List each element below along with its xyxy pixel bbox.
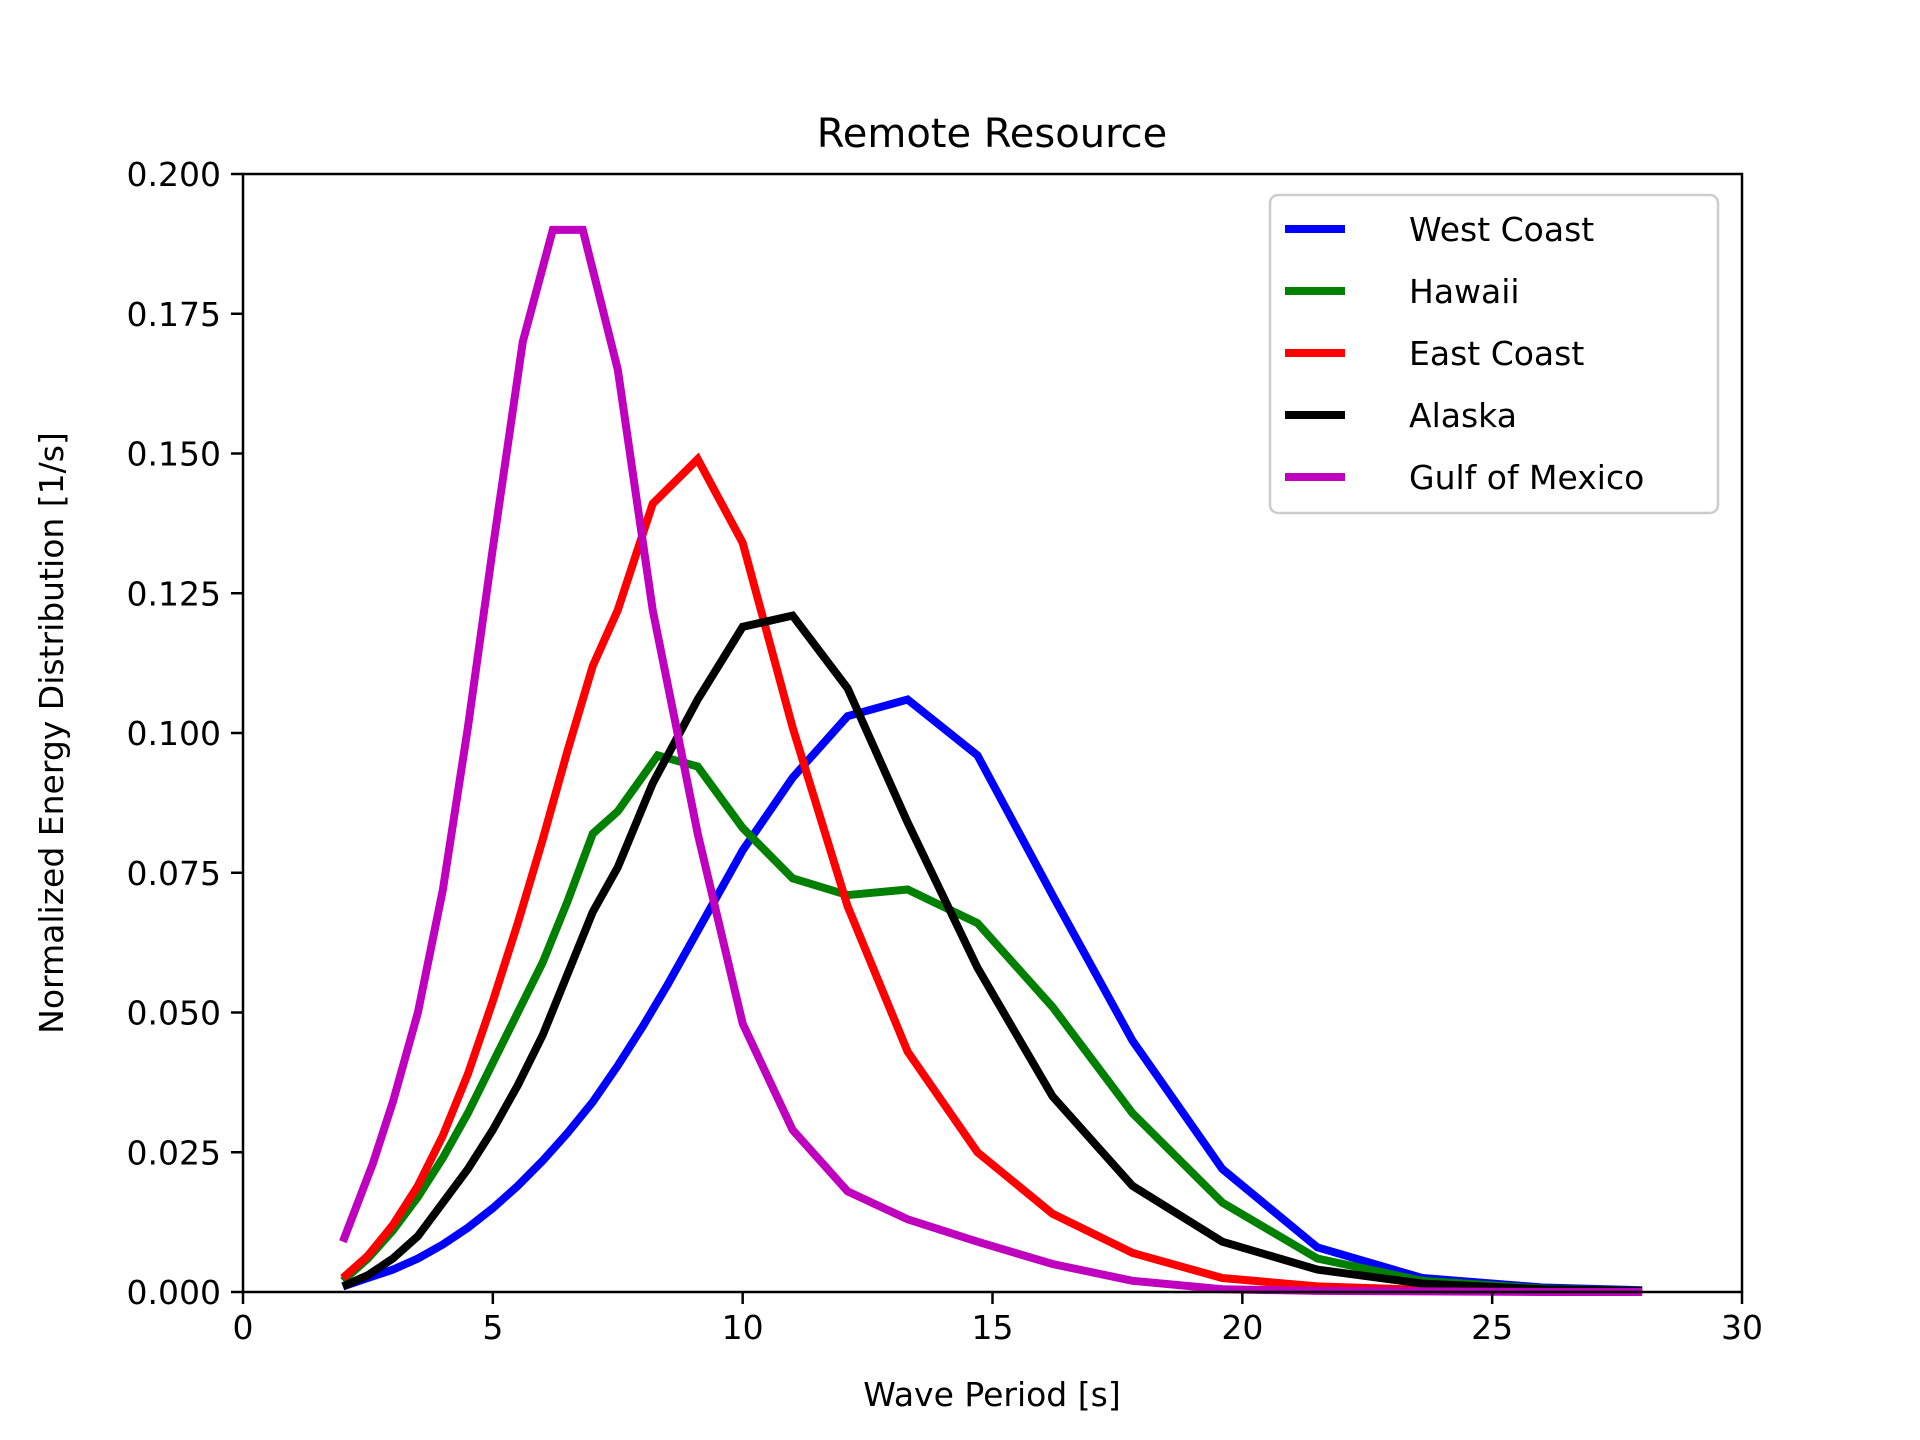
y-tick-label: 0.175 bbox=[127, 295, 221, 334]
x-axis-title: Wave Period [s] bbox=[863, 1375, 1120, 1414]
x-tick-label: 15 bbox=[972, 1308, 1014, 1347]
y-tick-label: 0.025 bbox=[127, 1133, 221, 1172]
x-tick-label: 30 bbox=[1721, 1308, 1763, 1347]
legend-box bbox=[1268, 193, 1720, 515]
y-tick-label: 0.150 bbox=[127, 435, 221, 474]
x-axis-ticks: 0 5 10 15 20 25 30 bbox=[233, 1292, 1763, 1347]
x-tick-label: 5 bbox=[482, 1308, 503, 1347]
legend: West Coast Hawaii East Coast Alaska Gulf of … bbox=[1268, 193, 1720, 515]
x-tick-label: 0 bbox=[233, 1308, 254, 1347]
x-tick-label: 20 bbox=[1221, 1308, 1263, 1347]
series-line-west-coast bbox=[341, 695, 1643, 1295]
y-tick-label: 0.000 bbox=[127, 1273, 221, 1312]
x-tick-label: 10 bbox=[722, 1308, 764, 1347]
legend-label-hawaii: Hawaii bbox=[1409, 272, 1520, 311]
y-tick-label: 0.125 bbox=[127, 574, 221, 613]
y-tick-label: 0.200 bbox=[127, 155, 221, 194]
y-axis-title: Normalized Energy Distribution [1/s] bbox=[32, 432, 71, 1034]
chart-title: Remote Resource bbox=[817, 111, 1168, 157]
series-line-hawaii bbox=[340, 750, 1643, 1295]
legend-label-gulf-of-mexico: Gulf of Mexico bbox=[1409, 458, 1644, 497]
y-tick-label: 0.050 bbox=[127, 994, 221, 1033]
legend-label-west-coast: West Coast bbox=[1409, 210, 1594, 249]
legend-label-east-coast: East Coast bbox=[1409, 334, 1584, 373]
series-line-gulf-of-mexico bbox=[339, 225, 1643, 1296]
y-axis-ticks: 0.000 0.025 0.050 0.075 0.100 0.125 0.150 0.175… bbox=[127, 155, 243, 1312]
y-tick-label: 0.075 bbox=[127, 854, 221, 893]
series-layer bbox=[339, 225, 1643, 1296]
y-tick-label: 0.100 bbox=[127, 714, 221, 753]
x-tick-label: 25 bbox=[1471, 1308, 1513, 1347]
legend-label-alaska: Alaska bbox=[1409, 396, 1517, 435]
series-line-east-coast bbox=[340, 452, 1643, 1296]
